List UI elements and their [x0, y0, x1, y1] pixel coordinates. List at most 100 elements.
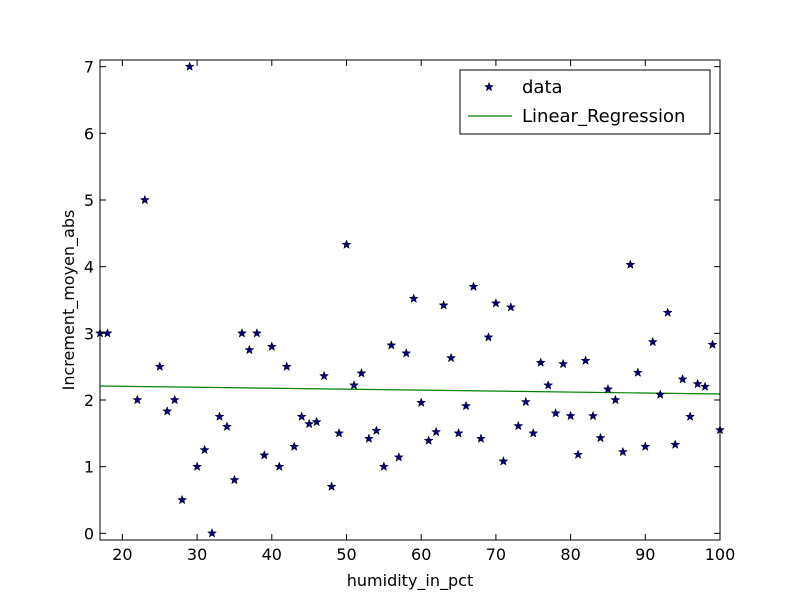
data-point: [475, 433, 487, 443]
y-tick-label: 7: [84, 58, 94, 77]
data-point: [221, 421, 233, 431]
data-point: [528, 427, 539, 438]
data-point: [513, 420, 524, 431]
plot-frame: [99, 59, 721, 541]
data-point: [289, 441, 300, 451]
legend-entry-data: data: [483, 77, 563, 98]
data-point: [199, 444, 210, 455]
data-point: [699, 381, 711, 391]
y-tick-label: 1: [84, 458, 94, 477]
data-point: [431, 426, 442, 437]
data-point: [617, 446, 628, 457]
data-point: [707, 339, 718, 349]
y-tick-label: 4: [84, 258, 94, 277]
regression-line: [99, 385, 721, 395]
data-point: [296, 411, 307, 421]
data-point: [565, 410, 576, 421]
data-point: [192, 461, 203, 471]
x-axis-label: humidity_in_pct: [347, 571, 473, 591]
data-point: [587, 410, 599, 421]
data-point: [483, 331, 494, 342]
data-point: [311, 416, 322, 427]
data-point: [647, 336, 658, 347]
legend-label: data: [522, 77, 563, 98]
data-point: [655, 389, 666, 399]
data-point: [640, 441, 651, 451]
x-tick-label: 40: [262, 545, 282, 564]
x-axis: 20 30 40 50 60 70 80 90 100: [112, 60, 735, 564]
data-point: [177, 494, 188, 505]
data-point: [393, 451, 404, 462]
data-point: [468, 281, 479, 291]
legend-label: Linear_Regression: [522, 106, 685, 127]
y-axis-label: Increment_moyen_abs: [59, 210, 79, 391]
x-tick-label: 50: [336, 545, 356, 564]
data-point: [363, 433, 374, 443]
data-point: [251, 327, 262, 338]
data-point: [341, 239, 352, 249]
data-point: [558, 358, 569, 369]
data-point: [386, 339, 397, 350]
data-point: [662, 307, 673, 317]
data-point: [460, 400, 472, 411]
data-point: [685, 411, 696, 421]
data-point: [677, 374, 688, 384]
plot-area: [100, 60, 720, 540]
x-tick-label: 30: [187, 545, 207, 564]
y-tick-label: 6: [84, 124, 94, 143]
data-point: [371, 425, 382, 435]
data-point: [580, 355, 591, 365]
data-point: [229, 474, 240, 485]
data-point: [505, 301, 516, 312]
data-point: [692, 378, 703, 389]
data-point: [154, 361, 165, 371]
data-point: [573, 449, 584, 459]
x-tick-label: 90: [635, 545, 655, 564]
data-point: [304, 418, 315, 429]
data-point: [244, 344, 255, 355]
x-tick-label: 60: [411, 545, 431, 564]
y-tick-label: 0: [84, 524, 94, 543]
legend: data Linear_Regression: [459, 69, 711, 135]
data-point: [446, 352, 457, 363]
data-point: [274, 461, 285, 471]
legend-entry-linear-regression: Linear_Regression: [468, 106, 685, 127]
data-point: [498, 455, 509, 466]
data-point: [438, 299, 449, 310]
data-point: [632, 367, 643, 377]
data-point: [281, 361, 292, 371]
data-point: [535, 357, 546, 367]
y-tick-label: 3: [84, 324, 94, 343]
legend-star-swatch: [483, 81, 495, 92]
data-point: [423, 435, 434, 445]
data-point: [132, 394, 143, 405]
data-point: [236, 327, 247, 338]
data-point: [602, 383, 614, 394]
data-point: [408, 293, 419, 303]
data-point: [259, 449, 270, 460]
data-points-layer: [94, 61, 726, 538]
data-point: [543, 379, 554, 390]
data-point: [184, 61, 195, 71]
data-point: [453, 427, 464, 438]
data-point: [206, 527, 218, 538]
y-axis: 0 1 2 3 4 5 6 7: [84, 58, 720, 543]
data-point: [550, 407, 561, 418]
data-point: [401, 347, 412, 358]
data-point: [266, 341, 277, 351]
data-point: [625, 259, 636, 269]
data-point: [326, 481, 337, 491]
x-tick-label: 80: [560, 545, 580, 564]
data-point: [169, 394, 180, 405]
data-point: [319, 370, 330, 381]
x-tick-label: 100: [705, 545, 736, 564]
y-tick-label: 2: [84, 391, 94, 410]
data-point: [214, 411, 225, 421]
data-point: [670, 439, 681, 449]
data-point: [520, 396, 531, 407]
data-point: [378, 461, 389, 471]
x-tick-label: 70: [486, 545, 506, 564]
data-point: [416, 397, 427, 407]
x-tick-label: 20: [112, 545, 132, 564]
